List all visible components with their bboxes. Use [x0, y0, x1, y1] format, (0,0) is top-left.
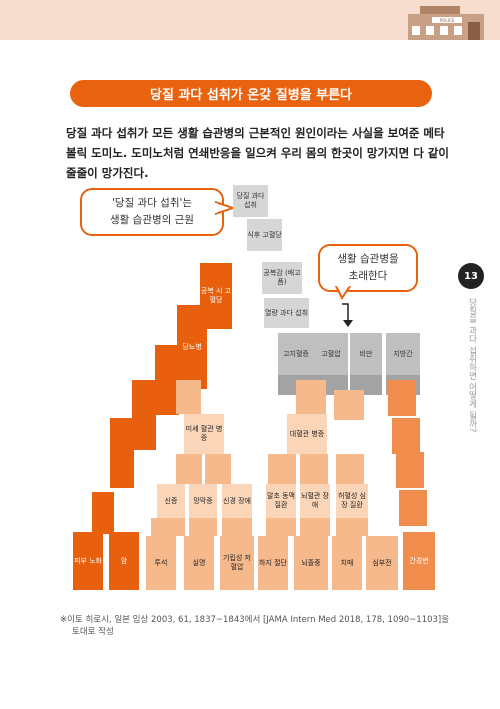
domino-dialysis: 투석 — [146, 536, 176, 590]
speech-bubble-causes: 생활 습관병을 초래한다 — [318, 244, 418, 292]
domino-orthostatic-hypotension: 기립성 저혈압 — [220, 536, 254, 590]
domino-diabetes: 당뇨병 — [177, 305, 207, 389]
domino-cerebrovascular: 뇌혈관 장애 — [300, 484, 330, 518]
domino-neuropathy: 신경 장애 — [222, 484, 252, 518]
domino-right-stair-4 — [399, 490, 427, 526]
chapter-number-badge: 13 — [458, 263, 484, 289]
domino-postprandial-hyperglycemia: 식후 고혈당 — [247, 219, 282, 251]
footnote-line-1: ※이토 히로시, 일본 임상 2003, 61, 1837~1843에서 [JA… — [60, 615, 450, 625]
domino-peach-top-1 — [176, 380, 201, 414]
domino-ischemic-heart: 허혈성 심장 질환 — [336, 484, 368, 518]
domino-peach-low-2 — [189, 518, 217, 536]
speech-bubble-root-cause: '당질 과다 섭취'는 생활 습관병의 근원 — [80, 188, 224, 236]
domino-orange-stair-2 — [132, 380, 156, 450]
bubble-tail-right — [334, 286, 352, 300]
domino-peripheral-artery: 말초 동맥 질환 — [266, 484, 296, 518]
domino-right-stair-1 — [388, 380, 416, 416]
arrow-down-icon — [342, 303, 353, 327]
intro-line-1: 당질 과다 섭취가 모든 생활 습관병의 근본적인 원인이라는 사실을 보여준 … — [66, 126, 445, 140]
domino-blindness: 실명 — [184, 536, 214, 590]
domino-cirrhosis: 간경변 — [403, 532, 435, 590]
bubble-root-line-2: 생활 습관병의 근원 — [110, 214, 194, 226]
intro-line-3: 줄줄이 망가진다. — [66, 166, 149, 180]
domino-hypertension: 고혈압 — [314, 333, 348, 375]
domino-hunger: 공복감 (배고픔) — [262, 262, 302, 294]
domino-amputation: 하지 절단 — [258, 536, 288, 590]
domino-heart-failure: 심부전 — [366, 536, 398, 590]
domino-peach-top-2 — [296, 380, 326, 414]
domino-retinopathy: 망막증 — [189, 484, 217, 518]
domino-peach-mid-5 — [336, 454, 364, 484]
chapter-title-vertical: 당질을 과다 섭취하면 어떻게 될까? — [467, 298, 477, 433]
domino-calorie-overintake: 열량 과다 섭취 — [264, 298, 309, 328]
domino-obesity: 비만 — [350, 333, 382, 375]
domino-hyperlipidemia: 고지혈증 — [278, 333, 314, 375]
domino-orange-stair-3 — [110, 418, 134, 488]
domino-peach-low-6 — [336, 518, 368, 536]
domino-right-stair-3 — [396, 452, 424, 488]
domino-peach-mid-4 — [300, 454, 328, 484]
police-sign-text: POLICE — [440, 18, 455, 23]
domino-macrovascular: 대혈관 병증 — [287, 414, 327, 454]
building-illustration: POLICE — [408, 6, 484, 40]
intro-line-2: 볼릭 도미노. 도미노처럼 연쇄반응을 일으켜 우리 몸의 한곳이 망가지면 다… — [66, 146, 449, 160]
domino-peach-mid-2 — [205, 454, 231, 484]
footnote-line-2: 토대로 작성 — [72, 627, 114, 637]
bubble-cause-line-2: 초래한다 — [348, 270, 388, 282]
domino-right-stair-2 — [392, 418, 420, 454]
domino-peach-mid-1 — [176, 454, 202, 484]
domino-nephropathy: 신증 — [157, 484, 185, 518]
domino-orange-stair-4 — [92, 492, 114, 534]
domino-sugar-intake: 당질 과다 섭취 — [233, 185, 268, 217]
section-title-banner: 당질 과다 섭취가 온갖 질병을 부른다 — [70, 80, 432, 107]
domino-stroke: 뇌졸중 — [294, 536, 328, 590]
domino-peach-mid-3 — [268, 454, 296, 484]
domino-skin-aging: 피부 노화 — [73, 532, 103, 590]
footnote: ※이토 히로시, 일본 임상 2003, 61, 1837~1843에서 [JA… — [60, 614, 450, 638]
domino-orange-stair-1 — [155, 345, 179, 415]
bubble-cause-line-1: 생활 습관병을 — [337, 253, 399, 265]
intro-paragraph: 당질 과다 섭취가 모든 생활 습관병의 근본적인 원인이라는 사실을 보여준 … — [66, 123, 449, 183]
domino-peach-low-1 — [151, 518, 185, 536]
domino-microvascular: 미세 혈관 병증 — [184, 414, 224, 454]
domino-peach-low-3 — [222, 518, 252, 536]
domino-fatty-liver: 지방간 — [386, 333, 420, 375]
domino-dementia: 치매 — [332, 536, 362, 590]
domino-peach-low-4 — [266, 518, 296, 536]
bubble-tail-left — [215, 200, 235, 216]
domino-peach-low-5 — [300, 518, 330, 536]
bubble-root-line-1: '당질 과다 섭취'는 — [111, 197, 193, 209]
domino-peach-top-3 — [334, 390, 364, 420]
domino-cancer: 암 — [109, 532, 139, 590]
